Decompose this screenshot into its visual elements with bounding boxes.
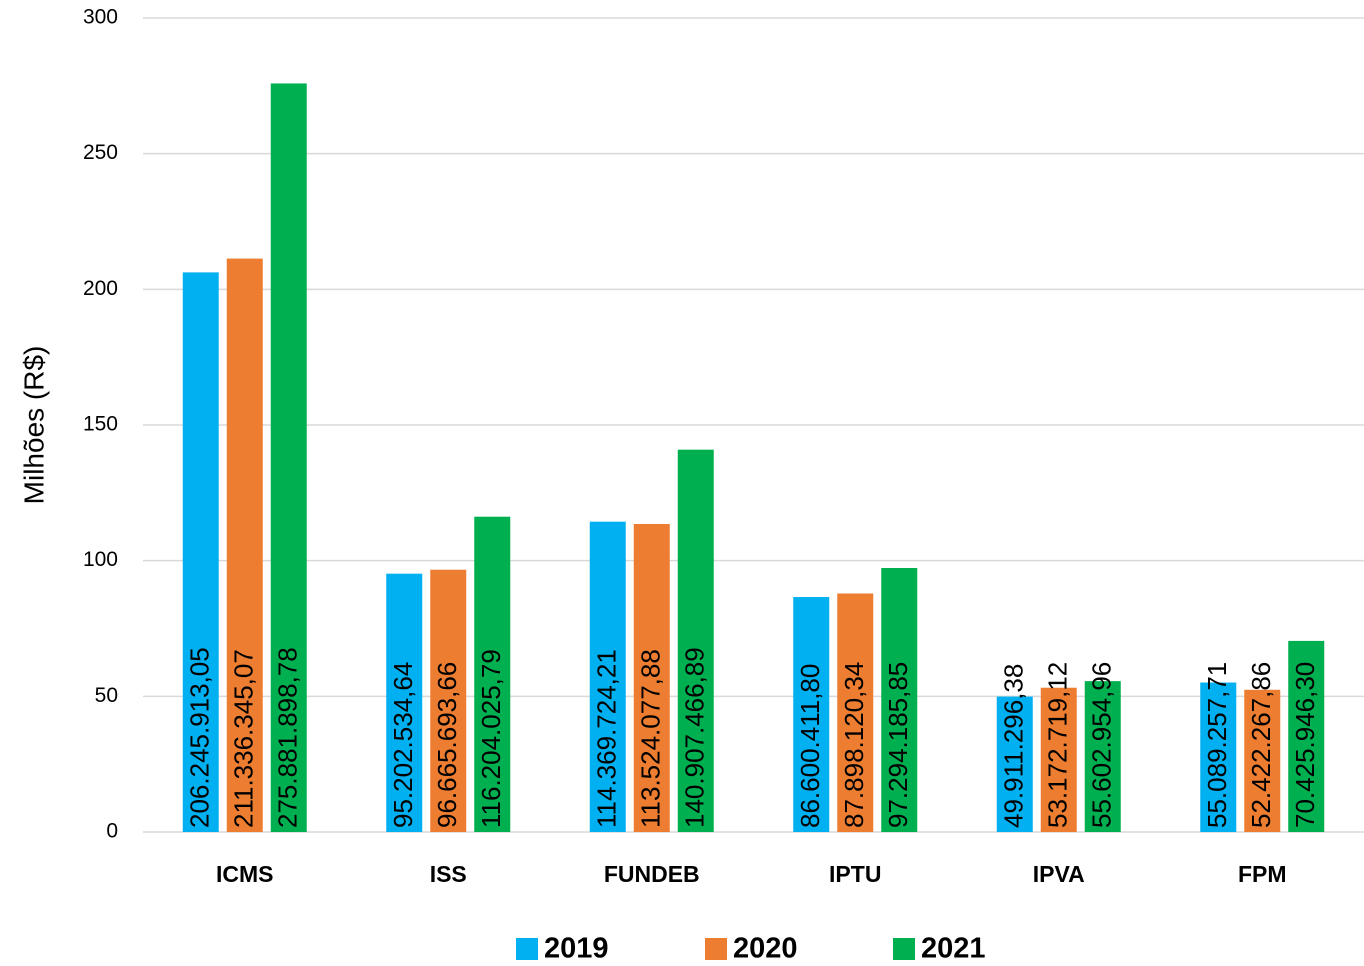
bar	[226, 258, 263, 832]
value-label: 211.336.345,07	[229, 649, 259, 828]
value-label: 114.369.724,21	[592, 649, 622, 828]
value-label: 55.602.954,96	[1087, 662, 1117, 828]
value-label: 53.172.719,12	[1043, 662, 1073, 828]
value-label: 275.881.898,78	[273, 647, 303, 828]
y-tick-label: 300	[83, 6, 118, 29]
bar	[1288, 640, 1325, 832]
value-label: 87.898.120,34	[839, 662, 869, 828]
bar	[837, 593, 874, 832]
x-tick-label: ICMS	[216, 861, 274, 887]
value-label: 52.422.267,86	[1246, 662, 1276, 828]
value-label: 140.907.466,89	[680, 647, 710, 828]
bar	[996, 696, 1033, 832]
bar	[1200, 682, 1237, 832]
legend-swatch	[516, 938, 538, 960]
value-label: 96.665.693,66	[432, 662, 462, 828]
bar	[633, 523, 670, 832]
bar	[386, 573, 423, 832]
bar	[1244, 689, 1281, 832]
legend-label: 2021	[921, 933, 986, 965]
value-label: 116.204.025,79	[476, 649, 506, 828]
value-label: 86.600.411,80	[795, 664, 825, 828]
x-tick-label: IPVA	[1033, 861, 1085, 887]
value-label: 206.245.913,05	[185, 647, 215, 828]
legend-swatch	[705, 938, 727, 960]
value-label: 49.911.296,38	[999, 664, 1029, 828]
value-label: 70.425.946,30	[1290, 662, 1320, 828]
bar	[881, 568, 918, 832]
value-label: 97.294.185,85	[883, 662, 913, 828]
legend-swatch	[893, 938, 915, 960]
bar	[270, 83, 307, 833]
y-tick-label: 150	[83, 413, 118, 436]
bar	[182, 272, 219, 832]
bar	[793, 597, 830, 832]
value-label: 113.524.077,88	[636, 649, 666, 828]
x-tick-label: IPTU	[829, 861, 881, 887]
bar	[1084, 681, 1121, 832]
value-label: 55.089.257,71	[1202, 662, 1232, 828]
x-tick-label: FPM	[1238, 861, 1287, 887]
bar	[430, 569, 467, 832]
x-tick-label: FUNDEB	[604, 861, 700, 887]
y-tick-label: 250	[83, 141, 118, 164]
y-tick-label: 0	[106, 820, 118, 843]
y-tick-label: 100	[83, 548, 118, 571]
bar	[677, 449, 714, 832]
value-label: 95.202.534,64	[388, 662, 418, 828]
legend-label: 2020	[733, 933, 798, 965]
legend-label: 2019	[544, 933, 609, 965]
y-tick-label: 200	[83, 277, 118, 300]
x-tick-label: ISS	[430, 861, 467, 887]
y-axis-label: Milhões (R$)	[18, 346, 49, 505]
bar	[474, 516, 511, 832]
y-tick-label: 50	[95, 684, 118, 707]
bar	[1040, 687, 1077, 832]
bar	[589, 521, 626, 832]
